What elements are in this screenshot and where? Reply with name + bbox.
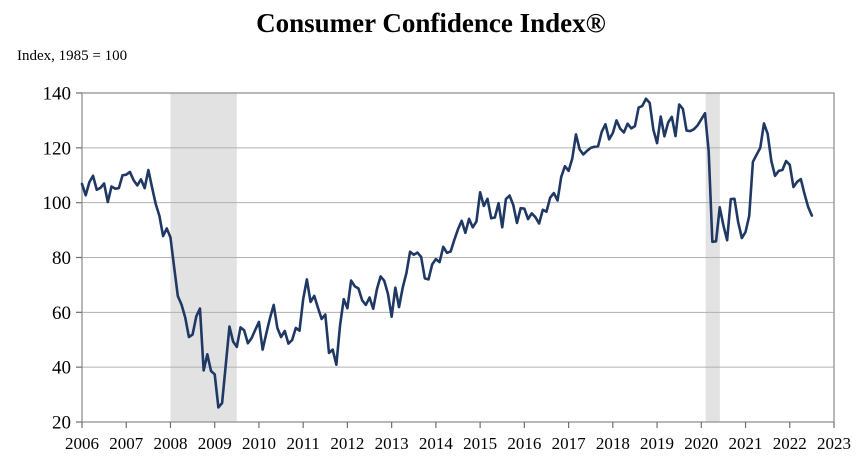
x-tick-label: 2021 (729, 434, 763, 453)
x-tick-label: 2019 (640, 434, 674, 453)
x-tick-label: 2012 (330, 434, 364, 453)
x-tick-label: 2008 (153, 434, 187, 453)
y-tick-label: 140 (43, 84, 72, 105)
x-tick-label: 2009 (198, 434, 232, 453)
x-tick-label: 2018 (596, 434, 630, 453)
chart-title: Consumer Confidence Index® (256, 8, 606, 38)
x-tick-label: 2016 (507, 434, 541, 453)
x-tick-label: 2013 (375, 434, 409, 453)
x-tick-label: 2010 (242, 434, 276, 453)
y-axis-ticks: 20 40 60 80 100 120 140 (43, 84, 82, 434)
x-tick-label: 2011 (286, 434, 319, 453)
x-tick-label: 2006 (65, 434, 99, 453)
y-tick-label: 120 (43, 138, 72, 159)
y-tick-label: 80 (52, 248, 71, 269)
x-tick-label: 2020 (684, 434, 718, 453)
x-tick-label: 2017 (552, 434, 587, 453)
series-line (80, 97, 814, 409)
x-tick-label: 2022 (773, 434, 807, 453)
y-tick-label: 60 (52, 303, 71, 324)
data-series-line (80, 97, 814, 409)
x-tick-label: 2014 (419, 434, 454, 453)
y-tick-label: 20 (52, 413, 71, 434)
y-tick-label: 100 (43, 193, 72, 214)
y-tick-label: 40 (52, 358, 71, 379)
x-tick-label: 2007 (109, 434, 144, 453)
x-tick-label: 2015 (463, 434, 497, 453)
x-tick-label: 2023 (817, 434, 851, 453)
chart-subtitle: Index, 1985 = 100 (17, 48, 128, 64)
x-axis-ticks: 2006 2007 2008 2009 2010 2011 2012 2013 2014 2015… (65, 422, 851, 453)
